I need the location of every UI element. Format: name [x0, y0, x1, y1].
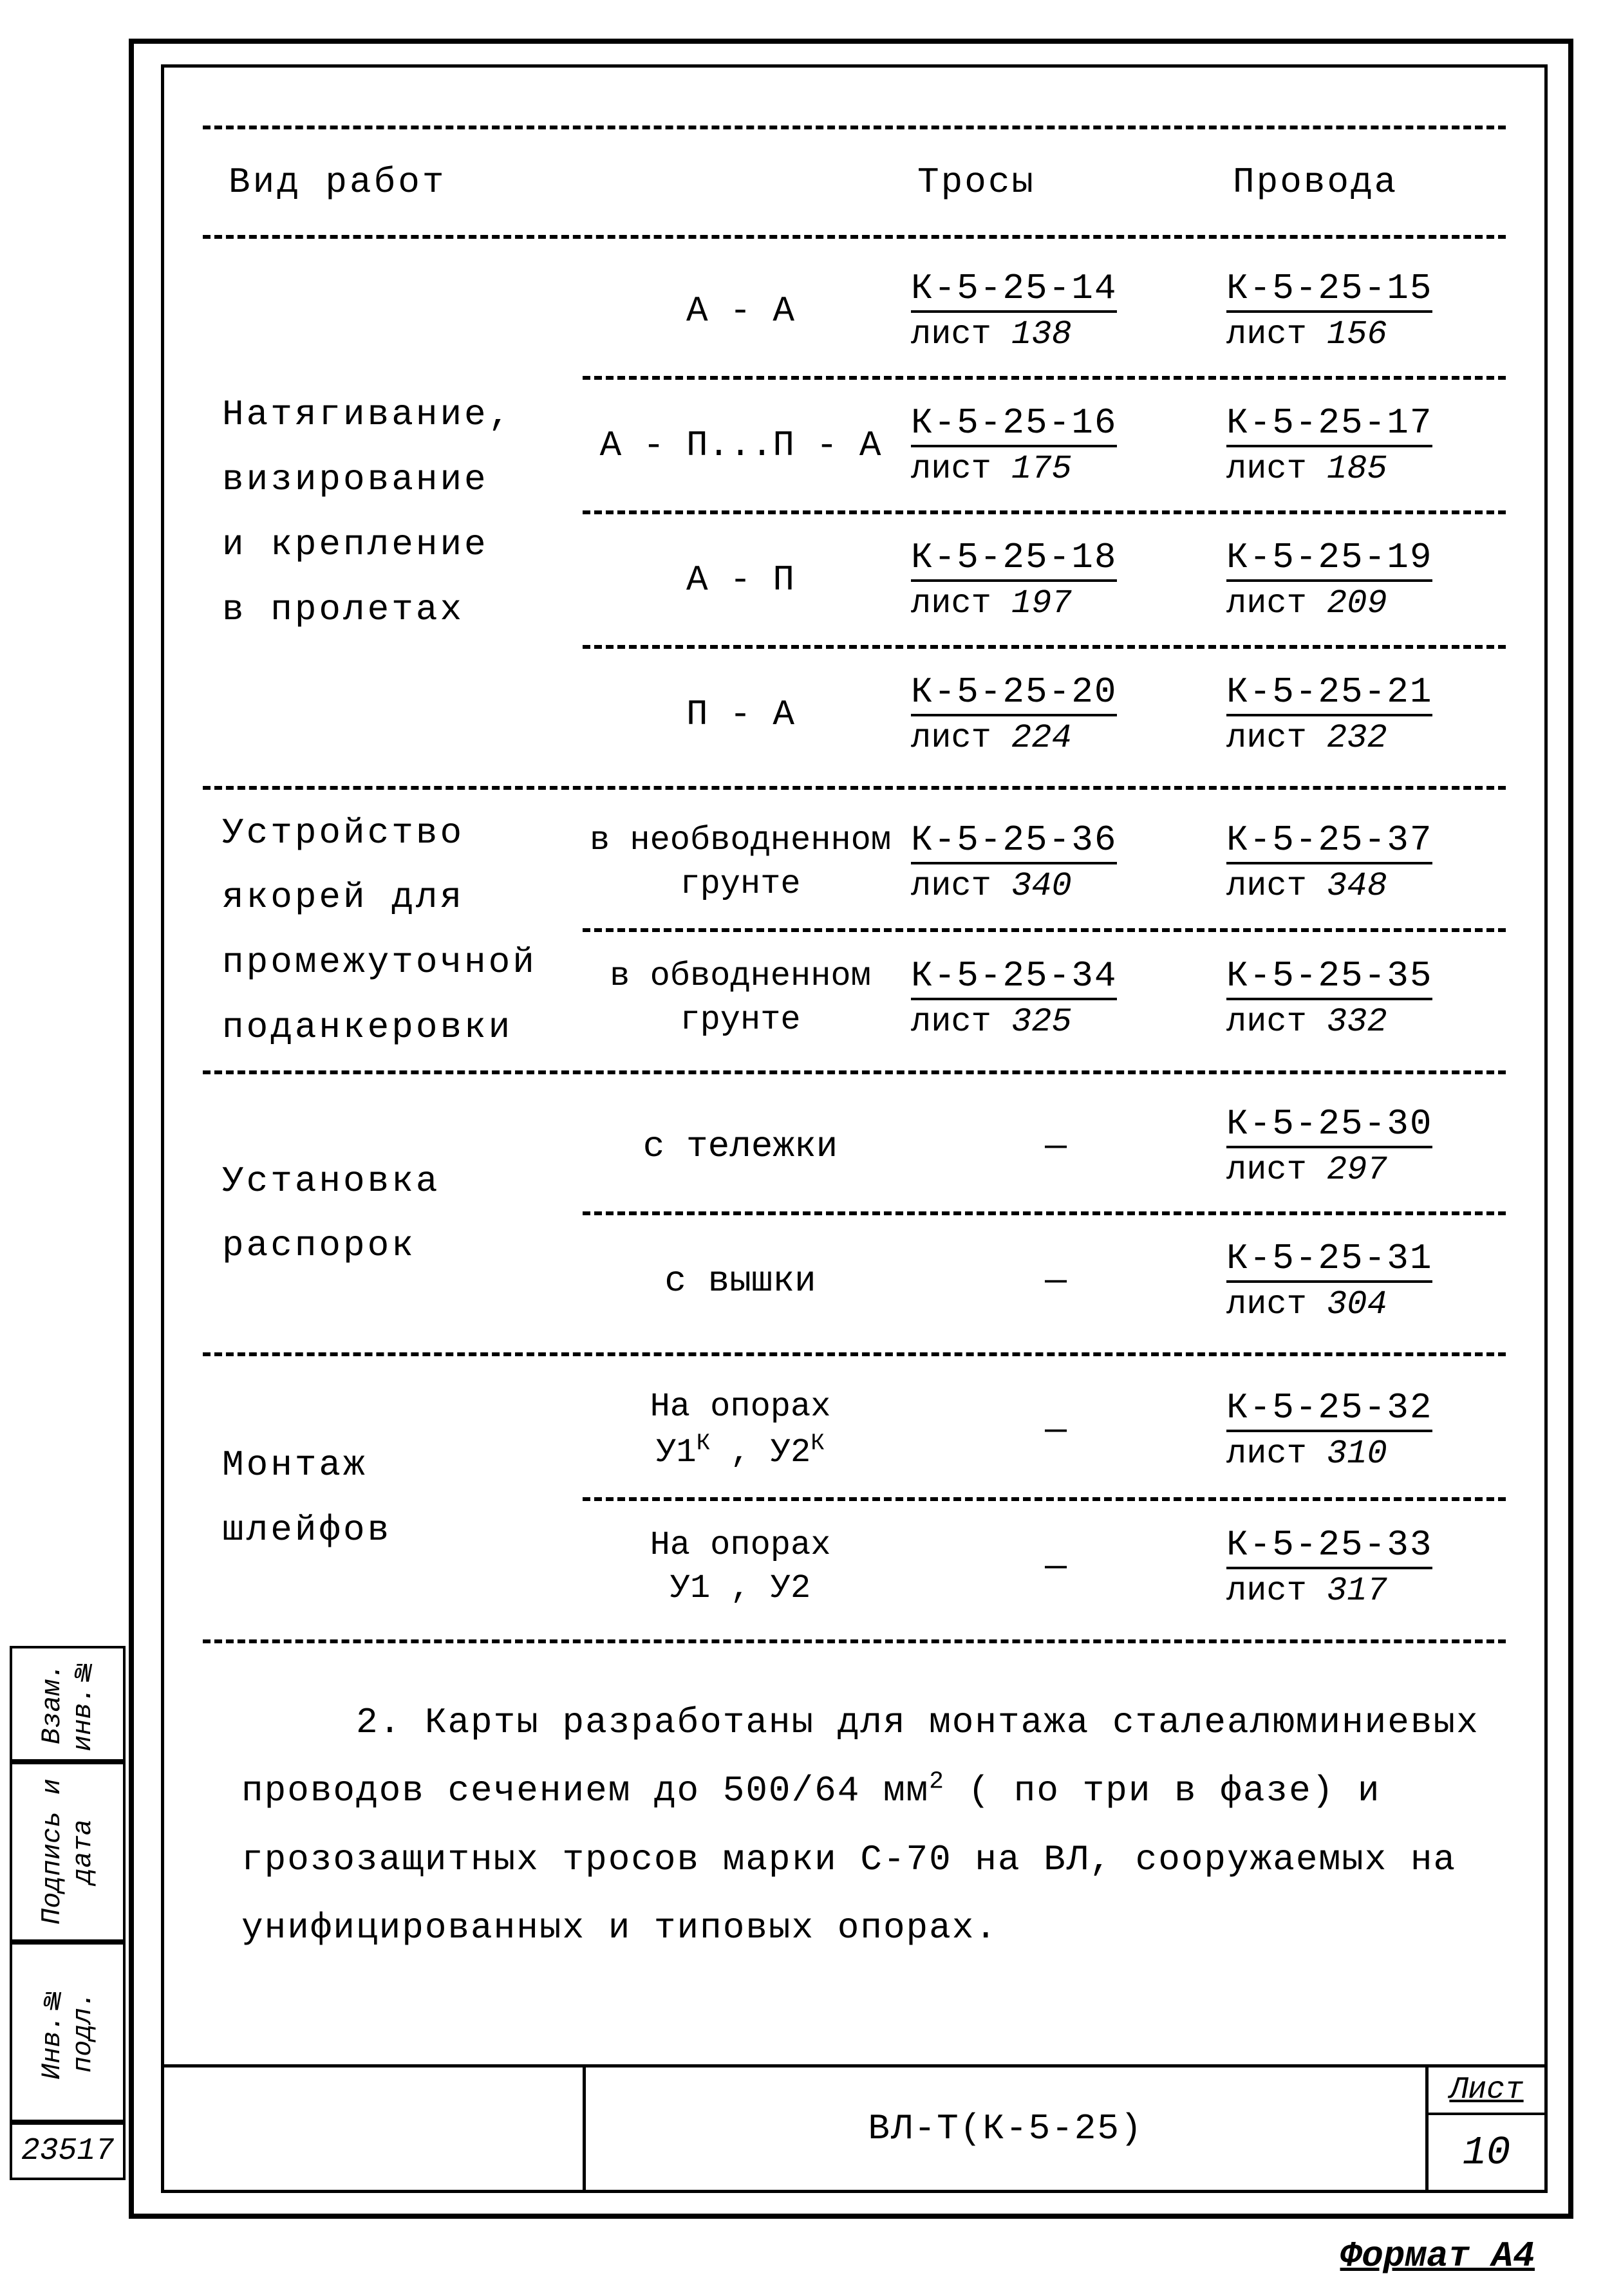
- sub-rows: А - А К-5-25-14 лист 138 К-5-25-15 лист …: [583, 245, 1506, 779]
- side-stamps: 23517 Инв.№ подл. Подпись и дата Взам. и…: [10, 1646, 126, 2180]
- header-work-type: Вид работ: [216, 162, 589, 203]
- section-label: Монтаж шлейфов: [203, 1363, 583, 1633]
- divider: [203, 126, 1506, 129]
- span-type: П - А: [583, 694, 898, 735]
- divider: [203, 1070, 1506, 1074]
- divider: [203, 1639, 1506, 1643]
- trosy-ref: К-5-25-20 лист 224: [898, 671, 1201, 757]
- provoda-ref: К-5-25-33 лист 317: [1201, 1524, 1497, 1610]
- content-table: Вид работ Тросы Провода Натягивание, виз…: [203, 126, 1506, 1975]
- trosy-dash: —: [898, 1126, 1201, 1167]
- section-label: Устройство якорей для промежуточной пода…: [203, 796, 583, 1064]
- provoda-ref: К-5-25-21 лист 232: [1201, 671, 1497, 757]
- doc-code: ВЛ-Т(К-5-25): [586, 2067, 1429, 2190]
- trosy-dash: —: [898, 1546, 1201, 1587]
- title-block-left: [164, 2067, 586, 2190]
- condition: в необводненном грунте: [583, 819, 898, 906]
- stamp-vzam: Взам. инв.№: [10, 1646, 126, 1762]
- sub-rows: с тележки — К-5-25-30 лист 297 с вышки —…: [583, 1081, 1506, 1346]
- condition: в обводненном грунте: [583, 955, 898, 1041]
- sheet-label: Лист: [1429, 2067, 1544, 2115]
- span-type: А - П...П - А: [583, 425, 898, 466]
- support-sup: У1К , У2К: [656, 1433, 825, 1471]
- provoda-ref: К-5-25-35 лист 332: [1201, 955, 1497, 1041]
- sub-rows: в необводненном грунте К-5-25-36 лист 34…: [583, 796, 1506, 1064]
- section-label: Натягивание, визирование и крепление в п…: [203, 245, 583, 779]
- header-spacer: [589, 162, 904, 203]
- provoda-ref: К-5-25-37 лист 348: [1201, 819, 1497, 905]
- provoda-ref: К-5-25-17 лист 185: [1201, 402, 1497, 488]
- provoda-ref: К-5-25-31 лист 304: [1201, 1238, 1497, 1323]
- title-block-sheet: Лист 10: [1429, 2067, 1544, 2190]
- table-row: в обводненном грунте К-5-25-34 лист 325 …: [583, 932, 1506, 1064]
- method: с вышки: [583, 1260, 898, 1302]
- table-row: А - П К-5-25-18 лист 197 К-5-25-19 лист …: [583, 514, 1506, 645]
- table-row: На опорах У1 , У2 — К-5-25-33 лист 317: [583, 1501, 1506, 1633]
- divider: [203, 786, 1506, 790]
- trosy-ref: К-5-25-18 лист 197: [898, 537, 1201, 622]
- table-row: в необводненном грунте К-5-25-36 лист 34…: [583, 796, 1506, 928]
- stamp-sign-date: Подпись и дата: [10, 1762, 126, 1942]
- section-anchors: Устройство якорей для промежуточной пода…: [203, 796, 1506, 1064]
- table-row: А - А К-5-25-14 лист 138 К-5-25-15 лист …: [583, 245, 1506, 376]
- provoda-ref: К-5-25-30 лист 297: [1201, 1103, 1497, 1189]
- table-header-row: Вид работ Тросы Провода: [203, 136, 1506, 229]
- provoda-ref: К-5-25-32 лист 310: [1201, 1387, 1497, 1473]
- sub-rows: На опорах У1К , У2К — К-5-25-32 лист 310…: [583, 1363, 1506, 1633]
- stamp-inv-num: 23517: [10, 2122, 126, 2180]
- page: 23517 Инв.№ подл. Подпись и дата Взам. и…: [0, 0, 1612, 2296]
- title-block: ВЛ-Т(К-5-25) Лист 10: [164, 2064, 1544, 2190]
- table-row: П - А К-5-25-20 лист 224 К-5-25-21 лист …: [583, 649, 1506, 779]
- table-row: А - П...П - А К-5-25-16 лист 175 К-5-25-…: [583, 380, 1506, 510]
- section-spacers: Установка распорок с тележки — К-5-25-30…: [203, 1081, 1506, 1346]
- span-type: А - А: [583, 290, 898, 331]
- header-provoda: Провода: [1207, 162, 1503, 203]
- header-trosy: Тросы: [904, 162, 1207, 203]
- table-row: На опорах У1К , У2К — К-5-25-32 лист 310: [583, 1363, 1506, 1497]
- section-loops: Монтаж шлейфов На опорах У1К , У2К — К-5…: [203, 1363, 1506, 1633]
- method: с тележки: [583, 1126, 898, 1167]
- stamp-inv-label: Инв.№ подл.: [10, 1942, 126, 2122]
- trosy-ref: К-5-25-16 лист 175: [898, 402, 1201, 488]
- support-type: На опорах У1К , У2К: [583, 1385, 898, 1475]
- trosy-dash: —: [898, 1410, 1201, 1451]
- sheet-num: 10: [1429, 2115, 1544, 2190]
- support-type: На опорах У1 , У2: [583, 1524, 898, 1610]
- inner-frame: Вид работ Тросы Провода Натягивание, виз…: [161, 64, 1548, 2193]
- provoda-ref: К-5-25-19 лист 209: [1201, 537, 1497, 622]
- trosy-dash: —: [898, 1260, 1201, 1302]
- divider: [203, 1352, 1506, 1356]
- note-paragraph: 2. Карты разработаны для монтажа сталеал…: [203, 1650, 1506, 1975]
- section-label: Установка распорок: [203, 1081, 583, 1346]
- trosy-ref: К-5-25-36 лист 340: [898, 819, 1201, 905]
- trosy-ref: К-5-25-34 лист 325: [898, 955, 1201, 1041]
- table-row: с вышки — К-5-25-31 лист 304: [583, 1215, 1506, 1346]
- span-type: А - П: [583, 559, 898, 601]
- divider: [203, 235, 1506, 239]
- section-tension: Натягивание, визирование и крепление в п…: [203, 245, 1506, 779]
- trosy-ref: К-5-25-14 лист 138: [898, 268, 1201, 353]
- format-label: Формат А4: [1340, 2235, 1535, 2277]
- provoda-ref: К-5-25-15 лист 156: [1201, 268, 1497, 353]
- table-row: с тележки — К-5-25-30 лист 297: [583, 1081, 1506, 1211]
